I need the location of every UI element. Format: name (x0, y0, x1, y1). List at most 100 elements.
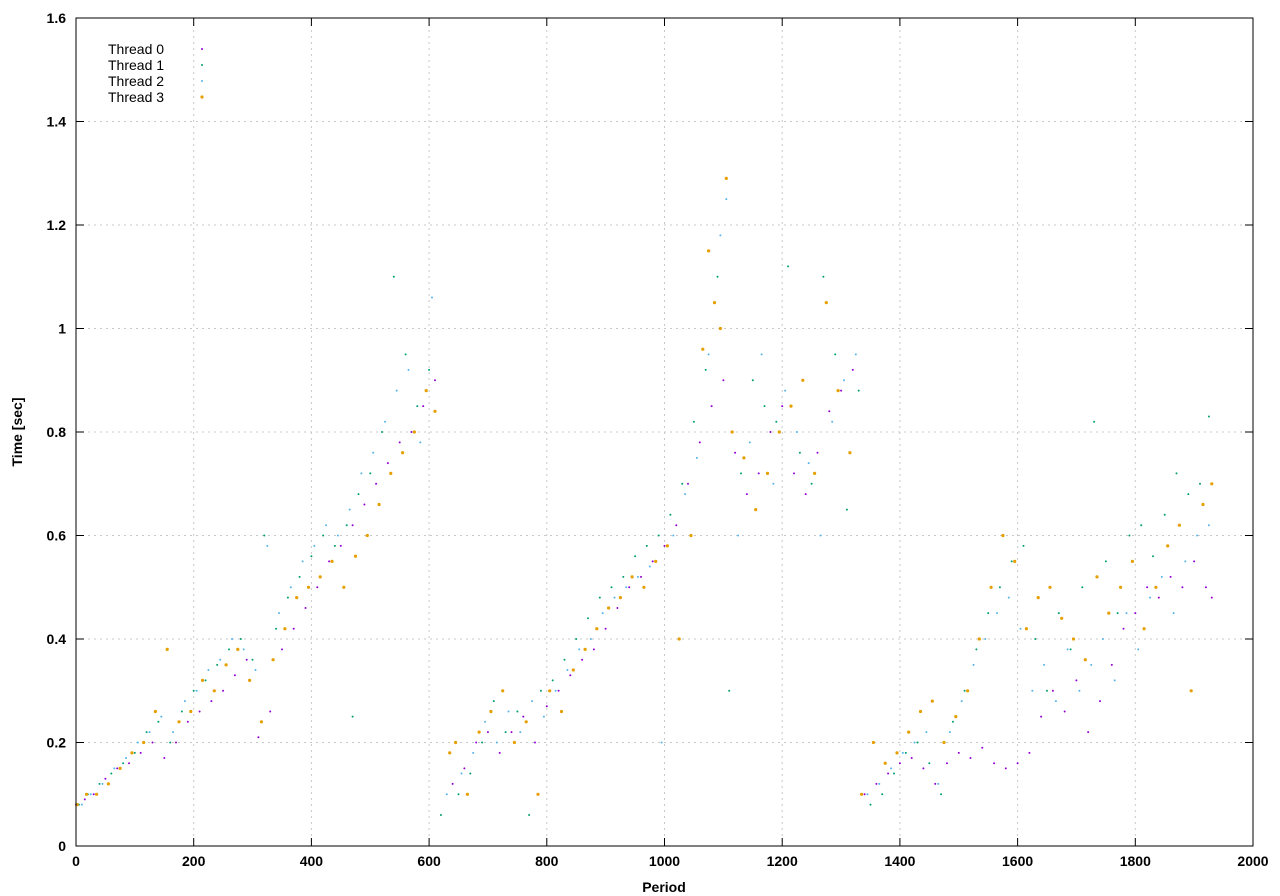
data-point (940, 793, 943, 796)
data-point (751, 379, 754, 382)
data-point (266, 544, 269, 547)
data-point (934, 782, 937, 785)
data-point (1048, 585, 1052, 589)
data-point (901, 751, 904, 754)
data-point (569, 674, 572, 677)
data-point (1060, 616, 1064, 620)
data-point (640, 575, 642, 578)
data-point (348, 508, 351, 511)
data-point (313, 544, 316, 547)
data-point (501, 689, 505, 693)
data-point (130, 751, 134, 755)
data-point (875, 782, 878, 785)
data-point (512, 740, 517, 745)
data-point (728, 689, 731, 692)
data-point (998, 586, 1001, 589)
data-point (913, 741, 916, 744)
data-point (1110, 663, 1113, 666)
data-point (1134, 612, 1137, 615)
x-tick-label: 1400 (884, 853, 915, 869)
data-point (275, 627, 278, 630)
data-point (353, 554, 358, 558)
data-point (295, 596, 299, 600)
data-point (410, 431, 413, 433)
data-point (1107, 611, 1111, 615)
data-point (245, 658, 248, 661)
data-point (113, 767, 116, 770)
data-point (954, 715, 958, 719)
series-0 (75, 368, 1213, 806)
data-point (351, 715, 354, 718)
data-point (384, 420, 386, 423)
grid (76, 18, 1253, 846)
data-point (712, 301, 717, 305)
data-point (1175, 472, 1178, 475)
data-point (216, 663, 219, 666)
data-point (559, 709, 564, 714)
data-point (904, 751, 907, 754)
data-point (489, 709, 493, 714)
data-point (765, 471, 770, 475)
x-tick-label: 1000 (649, 853, 680, 869)
plot-frame (75, 17, 1254, 847)
data-point (969, 757, 972, 759)
data-point (289, 586, 292, 589)
data-point (1128, 534, 1131, 537)
data-point (89, 793, 92, 796)
data-point (848, 451, 852, 455)
data-point (545, 705, 548, 708)
data-point (231, 638, 233, 640)
data-point (259, 720, 263, 724)
data-point (781, 405, 784, 408)
data-point (357, 493, 360, 496)
x-tick-label: 2000 (1237, 853, 1268, 869)
data-point (180, 710, 183, 713)
data-point (843, 379, 845, 382)
data-point (475, 741, 478, 744)
data-point (133, 751, 136, 754)
data-point (916, 741, 919, 744)
data-point (672, 534, 675, 537)
x-tick-label: 0 (72, 853, 80, 869)
data-point (183, 700, 186, 703)
data-point (1013, 559, 1017, 564)
data-point (834, 353, 837, 356)
data-point (607, 606, 611, 610)
data-point (1007, 596, 1010, 599)
data-point (278, 612, 280, 615)
data-point (801, 378, 805, 382)
data-point (784, 389, 787, 392)
data-point (816, 451, 819, 454)
data-point (648, 565, 651, 568)
data-point (663, 544, 666, 547)
data-point (1187, 493, 1190, 496)
data-point (907, 730, 911, 734)
data-point (189, 709, 193, 714)
data-point (177, 720, 181, 724)
data-point (1137, 648, 1140, 651)
data-point (1101, 638, 1104, 640)
data-point (1051, 689, 1054, 692)
data-point (1113, 679, 1116, 682)
data-point (1149, 596, 1151, 599)
data-point (996, 612, 998, 615)
data-point (1087, 731, 1090, 734)
data-point (724, 176, 728, 180)
data-point (333, 544, 336, 547)
data-point (336, 534, 339, 537)
data-point (1071, 637, 1076, 641)
data-point (381, 431, 383, 433)
data-point (283, 627, 287, 631)
data-point (269, 710, 272, 713)
y-tick-labels: 0 0.2 0.4 0.6 0.8 1 1.2 1.4 1.6 (47, 10, 67, 854)
data-point (1154, 585, 1158, 589)
data-point (516, 710, 519, 713)
data-point (1142, 627, 1146, 631)
data-point (887, 772, 890, 775)
data-point (481, 741, 484, 744)
data-point (740, 472, 742, 475)
y-tick-label: 1.6 (47, 10, 67, 26)
data-point (198, 710, 201, 713)
data-point (984, 638, 987, 640)
data-point (625, 586, 628, 589)
